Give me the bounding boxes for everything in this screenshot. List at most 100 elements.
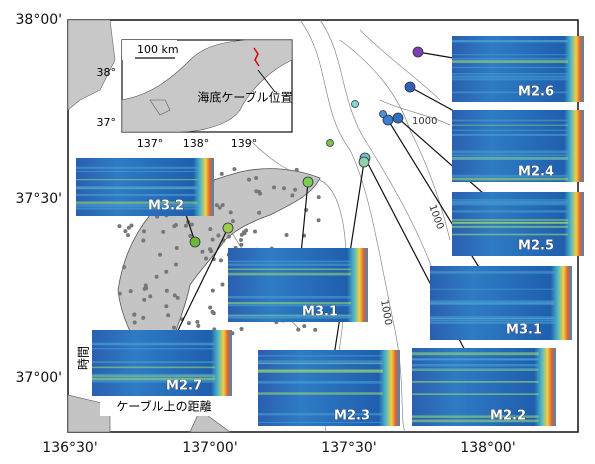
spectrogram-streak [258, 369, 383, 371]
epicenter-dot [257, 211, 261, 215]
epicenter-dot [164, 270, 168, 274]
epicenter-dot [190, 223, 194, 227]
epicenter-dot [317, 218, 321, 222]
epicenter-dot [285, 233, 289, 237]
epicenter-dot [175, 246, 179, 250]
spectrogram-streak [258, 362, 383, 364]
epicenter-dot [127, 226, 131, 230]
spectrogram: M2.7 [92, 330, 232, 396]
spectrogram-streak [430, 300, 555, 303]
epicenter-dot [211, 238, 215, 242]
magnitude-label: M3.1 [302, 305, 338, 320]
epicenter-dot [232, 167, 236, 171]
spectrogram-streak [92, 367, 215, 369]
epicenter-dot [141, 239, 145, 243]
event-marker [327, 140, 334, 147]
epicenter-dot [239, 238, 243, 242]
event-marker [190, 237, 200, 247]
event-marker [413, 47, 423, 57]
spectrogram-streak [228, 261, 351, 263]
epicenter-dot [174, 223, 178, 227]
spectrogram-streak [228, 268, 351, 270]
epicenter-dot [126, 233, 130, 237]
epicenter-dot [148, 294, 152, 298]
spectrogram-streak [452, 234, 568, 236]
epicenter-dot [188, 234, 192, 238]
inset-lon: 137° [137, 137, 164, 150]
epicenter-dot [227, 235, 231, 239]
spectrogram-streak [452, 78, 568, 80]
magnitude-label: M2.2 [490, 409, 526, 424]
epicenter-dot [187, 321, 191, 325]
epicenter-dot [200, 250, 204, 254]
epicenter-dot [218, 206, 222, 210]
spectrogram-streak [452, 120, 568, 122]
spectrogram-streak [76, 187, 197, 189]
epicenter-dot [164, 304, 168, 308]
spectrogram-streak [452, 154, 568, 156]
epicenter-dot [161, 230, 165, 234]
spectrogram-streak [452, 58, 568, 59]
spectrogram-streak [430, 289, 555, 290]
lat-label: 37°30' [16, 191, 62, 207]
magnitude-label: M3.2 [148, 199, 184, 214]
spectrogram-streak [76, 179, 197, 180]
epicenter-dot [282, 186, 286, 190]
event-marker [380, 111, 387, 118]
magnitude-label: M2.5 [518, 239, 554, 254]
spectrogram-streak [412, 393, 539, 395]
magnitude-label: M3.1 [506, 323, 542, 338]
callout: 海底ケーブル位置 [197, 90, 292, 105]
inset-lat: 38° [97, 66, 117, 79]
spectrogram: M3.2 [76, 158, 214, 216]
epicenter-dot [133, 320, 137, 324]
epicenter-dot [272, 185, 276, 189]
spectrogram-streak [452, 158, 568, 160]
lat-label: 38°00' [16, 12, 62, 28]
spectrogram-streak [452, 130, 568, 131]
epicenter-dot [221, 282, 225, 286]
epicenter-dot [141, 316, 145, 320]
spectrogram-streak [76, 186, 197, 187]
epicenter-dot [208, 247, 212, 251]
epicenter-dot [253, 230, 257, 234]
spectrogram-streak [452, 199, 568, 201]
lon-label: 138°00' [460, 440, 515, 456]
spectrogram-streak [430, 271, 555, 274]
spectrogram-streak [412, 358, 539, 360]
epicenter-dot [118, 292, 122, 296]
epicenter-dot [123, 229, 127, 233]
spectrogram-streak [452, 40, 568, 42]
epicenter-dot [166, 313, 170, 317]
distance-axis-label: ケーブル上の距離 [116, 399, 211, 414]
spectrogram-streak [452, 204, 568, 205]
epicenter-dot [244, 228, 248, 232]
epicenter-dot [173, 293, 177, 297]
spectrogram: M2.5 [452, 192, 584, 256]
epicenter-dot [290, 193, 294, 197]
spectrogram-streak [76, 171, 197, 172]
spectrogram-streak [258, 355, 383, 356]
epicenter-dot [216, 233, 220, 237]
spectrogram-streak [452, 54, 568, 55]
spectrogram-streak [430, 316, 555, 319]
spectrogram-streak [258, 381, 383, 384]
epicenter-dot [229, 210, 233, 214]
epicenter-dot [254, 176, 258, 180]
epicenter-dot [247, 178, 251, 182]
epicenter-dot [142, 298, 146, 302]
spectrogram-streak [452, 219, 568, 221]
epicenter-dot [239, 243, 243, 247]
epicenter-dot [240, 327, 244, 331]
epicenter-dot [231, 219, 235, 223]
spectrogram: M2.2 [412, 348, 556, 426]
epicenter-dot [208, 227, 212, 231]
event-marker [303, 177, 313, 187]
event-marker [359, 157, 369, 167]
spectrogram: M3.1 [228, 248, 368, 322]
magnitude-label: M2.4 [518, 165, 554, 180]
spectrogram-streak [412, 352, 539, 355]
epicenter-dot [172, 326, 176, 330]
epicenter-dot [210, 310, 214, 314]
epicenter-dot [258, 192, 262, 196]
